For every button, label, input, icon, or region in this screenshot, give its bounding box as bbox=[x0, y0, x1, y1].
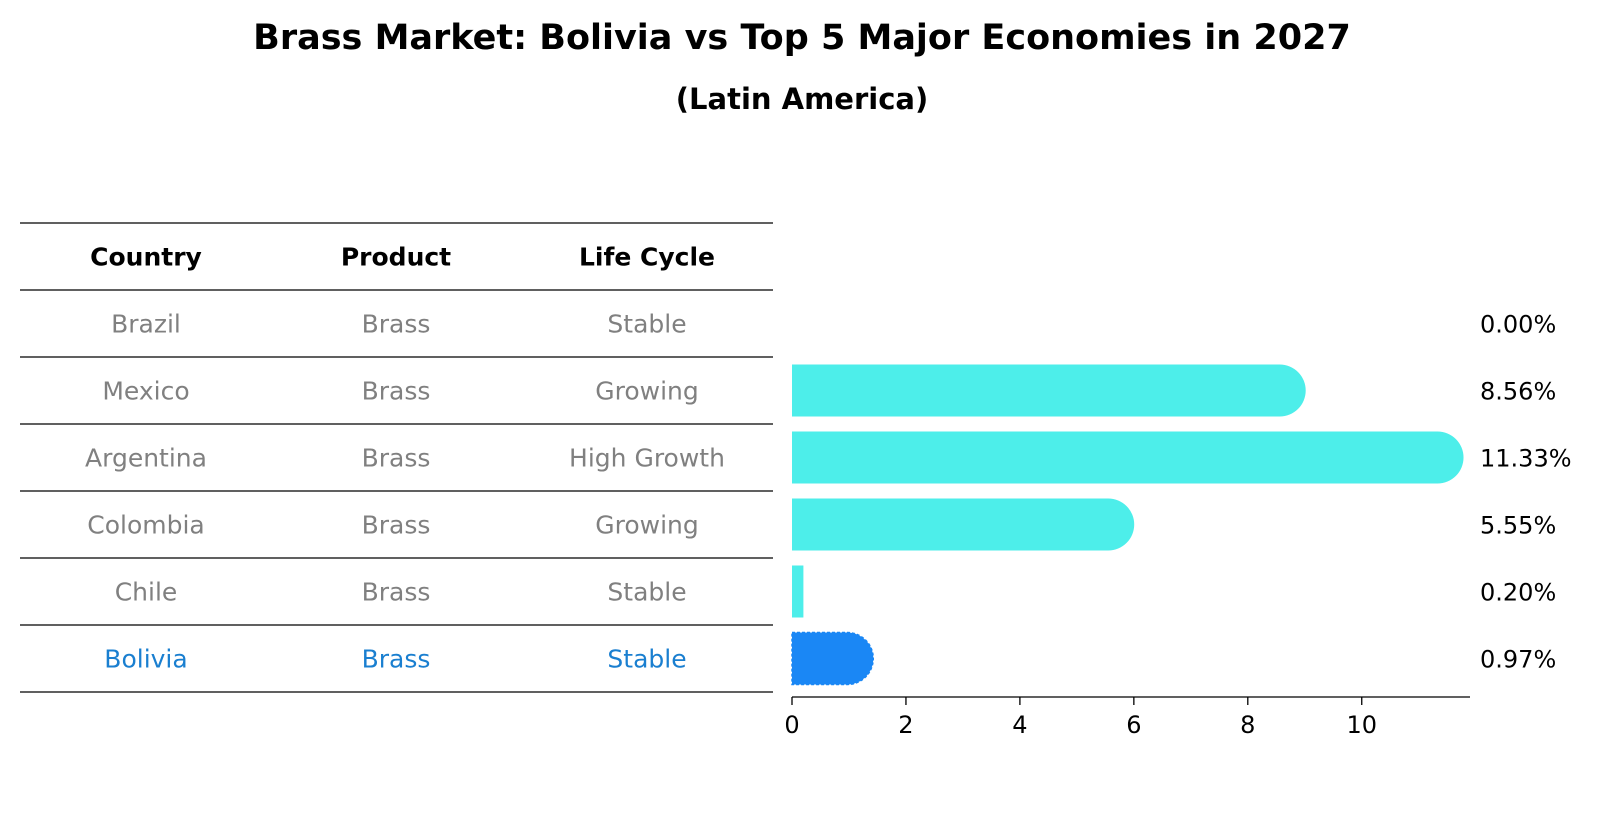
table-cell-country: Bolivia bbox=[104, 645, 187, 674]
table-header-cell: Life Cycle bbox=[579, 243, 715, 272]
table-cell-product: Brass bbox=[362, 578, 431, 607]
data-label: 0.20% bbox=[1480, 579, 1556, 607]
table-cell-product: Brass bbox=[362, 444, 431, 473]
chart-title: Brass Market: Bolivia vs Top 5 Major Eco… bbox=[253, 18, 1351, 58]
bar bbox=[792, 431, 1464, 484]
table-cell-life-cycle: Stable bbox=[607, 578, 686, 607]
table-cell-life-cycle: Growing bbox=[595, 377, 699, 406]
data-label: 11.33% bbox=[1480, 445, 1572, 473]
data-label: 0.97% bbox=[1480, 646, 1556, 674]
table-cell-country: Mexico bbox=[102, 377, 189, 406]
x-axis: 0 2 4 6 8 10 bbox=[784, 696, 1470, 739]
x-tick-label: 0 bbox=[784, 711, 799, 739]
table-cell-country: Brazil bbox=[111, 310, 181, 339]
table-cell-life-cycle: High Growth bbox=[569, 444, 725, 473]
table-cell-country: Chile bbox=[115, 578, 178, 607]
data-label: 0.00% bbox=[1480, 311, 1556, 339]
bar-plot-area bbox=[791, 364, 1464, 686]
bar bbox=[792, 364, 1306, 417]
x-tick-label: 10 bbox=[1346, 711, 1377, 739]
table-cell-product: Brass bbox=[362, 377, 431, 406]
chart-subtitle: (Latin America) bbox=[676, 82, 928, 116]
table-cell-product: Brass bbox=[362, 310, 431, 339]
table-cell-country: Argentina bbox=[85, 444, 207, 473]
bar bbox=[792, 498, 1135, 551]
value-labels: 0.00% 8.56% 11.33% 5.55% 0.20% 0.97% bbox=[1480, 311, 1572, 674]
table-cell-product: Brass bbox=[362, 511, 431, 540]
data-table: Country Product Life Cycle Brazil Brass Stabl… bbox=[20, 222, 773, 693]
table-cell-product: Brass bbox=[362, 645, 431, 674]
x-tick-label: 6 bbox=[1126, 711, 1141, 739]
table-cell-country: Colombia bbox=[87, 511, 204, 540]
bar bbox=[792, 565, 804, 618]
x-tick-label: 4 bbox=[1012, 711, 1027, 739]
table-cell-life-cycle: Stable bbox=[607, 645, 686, 674]
data-label: 5.55% bbox=[1480, 512, 1556, 540]
x-tick-label: 8 bbox=[1240, 711, 1255, 739]
x-tick-label: 2 bbox=[898, 711, 913, 739]
data-label: 8.56% bbox=[1480, 378, 1556, 406]
table-header-cell: Product bbox=[341, 243, 451, 272]
table-cell-life-cycle: Stable bbox=[607, 310, 686, 339]
bar-highlighted bbox=[791, 631, 875, 686]
table-cell-life-cycle: Growing bbox=[595, 511, 699, 540]
table-header-cell: Country bbox=[90, 243, 202, 272]
